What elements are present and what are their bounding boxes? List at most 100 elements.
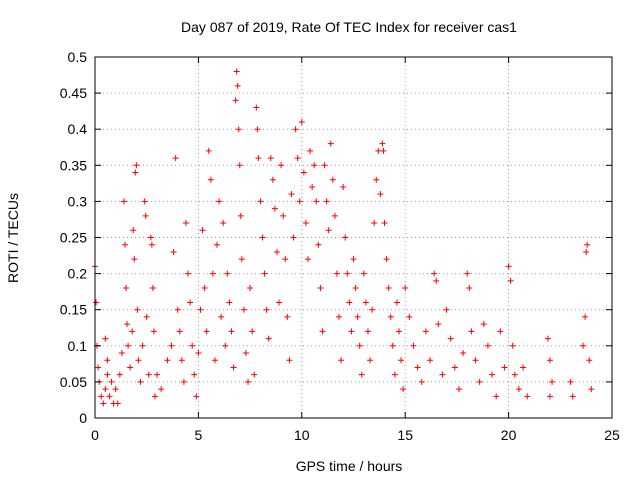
data-point bbox=[121, 241, 128, 248]
data-point bbox=[329, 176, 336, 183]
data-point bbox=[237, 212, 244, 219]
data-point bbox=[460, 350, 467, 357]
plot-frame bbox=[94, 56, 613, 419]
data-point bbox=[127, 364, 134, 371]
data-point bbox=[358, 371, 365, 378]
data-point bbox=[327, 140, 334, 147]
data-point bbox=[247, 285, 254, 292]
data-point bbox=[269, 176, 276, 183]
data-point bbox=[150, 328, 157, 335]
data-point bbox=[497, 328, 504, 335]
data-point bbox=[435, 321, 442, 328]
data-point bbox=[447, 335, 454, 342]
data-point bbox=[356, 342, 363, 349]
data-point bbox=[584, 241, 591, 248]
data-point bbox=[284, 313, 291, 320]
data-point bbox=[232, 97, 239, 104]
data-point bbox=[323, 198, 330, 205]
data-point bbox=[141, 198, 148, 205]
data-point bbox=[569, 393, 576, 400]
data-point bbox=[455, 386, 462, 393]
data-point bbox=[410, 342, 417, 349]
chart-title: Day 087 of 2019, Rate Of TEC Index for r… bbox=[181, 19, 517, 35]
data-point bbox=[406, 313, 413, 320]
y-tick-label: 0 bbox=[79, 410, 87, 426]
data-point bbox=[245, 378, 252, 385]
data-point bbox=[120, 198, 127, 205]
data-point bbox=[286, 357, 293, 364]
data-point bbox=[476, 378, 483, 385]
data-point bbox=[307, 147, 314, 154]
data-point bbox=[380, 147, 387, 154]
data-point bbox=[431, 270, 438, 277]
data-point bbox=[354, 313, 361, 320]
data-point bbox=[321, 162, 328, 169]
data-point bbox=[377, 191, 384, 198]
data-point bbox=[319, 328, 326, 335]
data-point bbox=[154, 371, 161, 378]
data-point bbox=[265, 335, 272, 342]
data-point bbox=[123, 285, 130, 292]
data-points bbox=[92, 68, 595, 407]
x-tick-label: 5 bbox=[195, 427, 203, 443]
data-point bbox=[371, 220, 378, 227]
y-tick-label: 0.5 bbox=[68, 49, 88, 65]
data-point bbox=[367, 357, 374, 364]
data-point bbox=[333, 270, 340, 277]
data-point bbox=[398, 357, 405, 364]
data-point bbox=[148, 241, 155, 248]
data-point bbox=[222, 342, 229, 349]
data-point bbox=[395, 328, 402, 335]
grid-lines bbox=[95, 57, 612, 418]
data-point bbox=[311, 162, 318, 169]
data-point bbox=[102, 335, 109, 342]
data-point bbox=[340, 183, 347, 190]
data-point bbox=[400, 386, 407, 393]
data-point bbox=[588, 386, 595, 393]
data-point bbox=[230, 364, 237, 371]
data-point bbox=[346, 299, 353, 306]
data-point bbox=[484, 342, 491, 349]
data-point bbox=[226, 299, 233, 306]
data-point bbox=[158, 386, 165, 393]
data-point bbox=[520, 364, 527, 371]
data-point bbox=[464, 270, 471, 277]
data-point bbox=[296, 198, 303, 205]
y-tick-label: 0.1 bbox=[68, 338, 88, 354]
data-point bbox=[383, 256, 390, 263]
data-point bbox=[240, 306, 247, 313]
data-point bbox=[254, 126, 261, 133]
data-point bbox=[114, 400, 121, 407]
data-point bbox=[507, 277, 514, 284]
data-point bbox=[418, 378, 425, 385]
data-point bbox=[288, 191, 295, 198]
x-tick-label: 25 bbox=[604, 427, 620, 443]
data-point bbox=[249, 328, 256, 335]
x-tick-label: 15 bbox=[397, 427, 413, 443]
data-point bbox=[373, 176, 380, 183]
data-point bbox=[360, 270, 367, 277]
data-point bbox=[278, 162, 285, 169]
data-point bbox=[305, 256, 312, 263]
data-point bbox=[439, 371, 446, 378]
data-point bbox=[130, 227, 137, 234]
data-point bbox=[315, 241, 322, 248]
data-point bbox=[402, 285, 409, 292]
data-point bbox=[338, 357, 345, 364]
data-point bbox=[170, 248, 177, 255]
x-tick-label: 20 bbox=[501, 427, 517, 443]
data-point bbox=[98, 393, 105, 400]
data-point bbox=[292, 126, 299, 133]
data-point bbox=[205, 147, 212, 154]
data-point bbox=[348, 328, 355, 335]
data-point bbox=[580, 342, 587, 349]
data-point bbox=[369, 306, 376, 313]
data-point bbox=[182, 220, 189, 227]
data-point bbox=[218, 313, 225, 320]
data-point bbox=[142, 212, 149, 219]
y-tick-label: 0.35 bbox=[60, 157, 87, 173]
data-point bbox=[342, 234, 349, 241]
data-point bbox=[151, 393, 158, 400]
data-point bbox=[362, 299, 369, 306]
